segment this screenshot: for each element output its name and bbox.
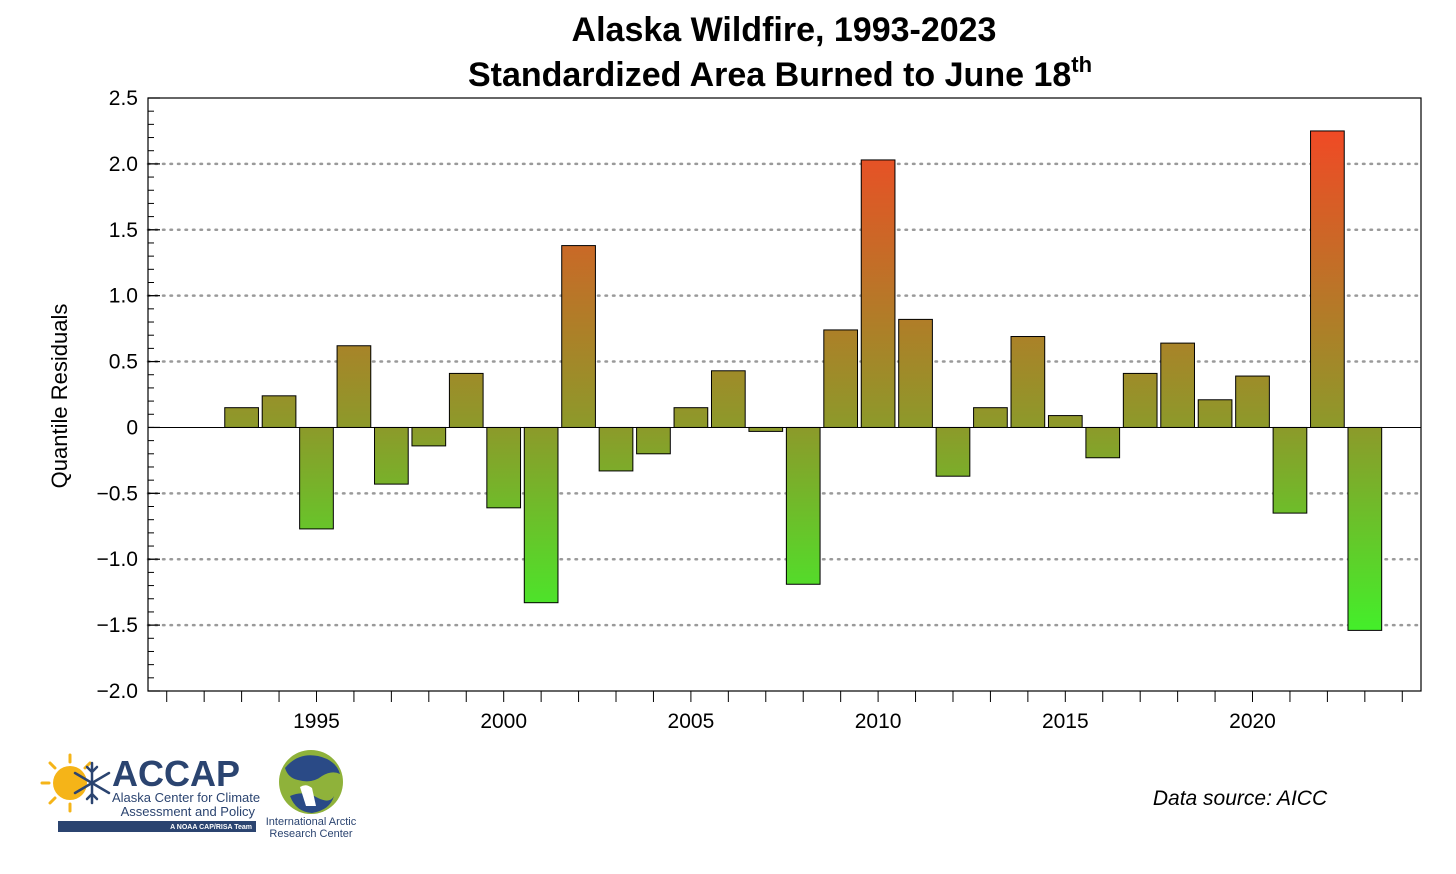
y-tick-label: 0	[126, 416, 138, 439]
bar-1999	[448, 372, 484, 428]
y-tick-label: −1.0	[97, 548, 138, 571]
bar-2020	[1235, 375, 1270, 428]
accap-banner	[58, 821, 256, 832]
accap-name: ACCAP	[112, 753, 240, 794]
bar-2007	[748, 426, 784, 432]
data-source-note: Data source: AICC	[1153, 787, 1328, 810]
x-tick-label: 2005	[668, 710, 715, 733]
y-tick-label: 1.0	[109, 285, 138, 308]
bar-2005	[673, 407, 709, 428]
accap-logo: ACCAP Alaska Center for Climate Assessme…	[40, 753, 260, 832]
iarc-line-2: Research Center	[269, 828, 352, 840]
bar-2014	[1010, 336, 1046, 428]
y-tick-label: 1.5	[109, 219, 138, 242]
x-tick-label: 2015	[1042, 710, 1089, 733]
bar-series	[224, 130, 1383, 631]
bar-2006	[710, 370, 746, 428]
bar-2001	[523, 426, 559, 604]
bar-2019	[1197, 399, 1233, 428]
x-tick-label: 2010	[855, 710, 902, 733]
bar-2015	[1047, 415, 1083, 428]
chart-subtitle-main: Standardized Area Burned to June 18	[468, 56, 1071, 94]
bar-2004	[636, 426, 671, 455]
globe-icon	[279, 750, 343, 814]
bar-2016	[1085, 426, 1121, 459]
y-tick-label: −1.5	[97, 614, 138, 637]
axes: −2.0 −1.5 −1.0 −0.5 0 0.5 1.0 1.5 2.0 2.5 1995 2000…	[97, 87, 1422, 733]
bar-1997	[374, 426, 409, 485]
bar-2022	[1310, 130, 1345, 428]
accap-line-2: Assessment and Policy	[121, 804, 256, 819]
iarc-line-1: International Arctic	[266, 816, 357, 828]
chart-title: Alaska Wildfire, 1993-2023	[572, 11, 997, 49]
bar-2000	[486, 426, 522, 509]
y-tick-label: 2.5	[109, 87, 138, 110]
bar-2011	[898, 318, 933, 428]
bar-2021	[1272, 426, 1308, 514]
bar-1998	[411, 426, 447, 447]
bar-2009	[823, 329, 859, 428]
bar-2012	[935, 426, 971, 477]
bar-1993	[224, 407, 259, 428]
bar-2018	[1160, 342, 1195, 428]
y-tick-label: −0.5	[97, 482, 138, 505]
bar-2003	[598, 426, 634, 472]
y-axis-title: Quantile Residuals	[47, 304, 72, 489]
x-tick-label: 1995	[293, 710, 340, 733]
x-tick-label: 2000	[480, 710, 527, 733]
accap-line-1: Alaska Center for Climate	[112, 790, 260, 805]
bar-1996	[336, 345, 372, 428]
bar-2023	[1347, 426, 1383, 631]
sun-snowflake-icon	[40, 753, 111, 813]
bar-2013	[973, 407, 1008, 428]
x-tick-label: 2020	[1229, 710, 1276, 733]
chart-subtitle: Standardized Area Burned to June 18th	[468, 52, 1092, 94]
y-tick-label: −2.0	[97, 680, 138, 703]
bar-1995	[299, 426, 334, 530]
bar-1994	[261, 395, 297, 428]
plot-frame	[147, 97, 1422, 692]
accap-tagline: A NOAA CAP/RISA Team	[170, 824, 252, 831]
bar-2008	[785, 426, 821, 585]
y-tick-label: 0.5	[109, 351, 138, 374]
iarc-logo: International Arctic Research Center	[266, 750, 357, 840]
y-tick-label: 2.0	[109, 153, 138, 176]
chart-subtitle-superscript: th	[1071, 52, 1092, 77]
bar-2010	[860, 159, 896, 428]
bar-2002	[561, 245, 596, 428]
bar-2017	[1122, 372, 1158, 428]
